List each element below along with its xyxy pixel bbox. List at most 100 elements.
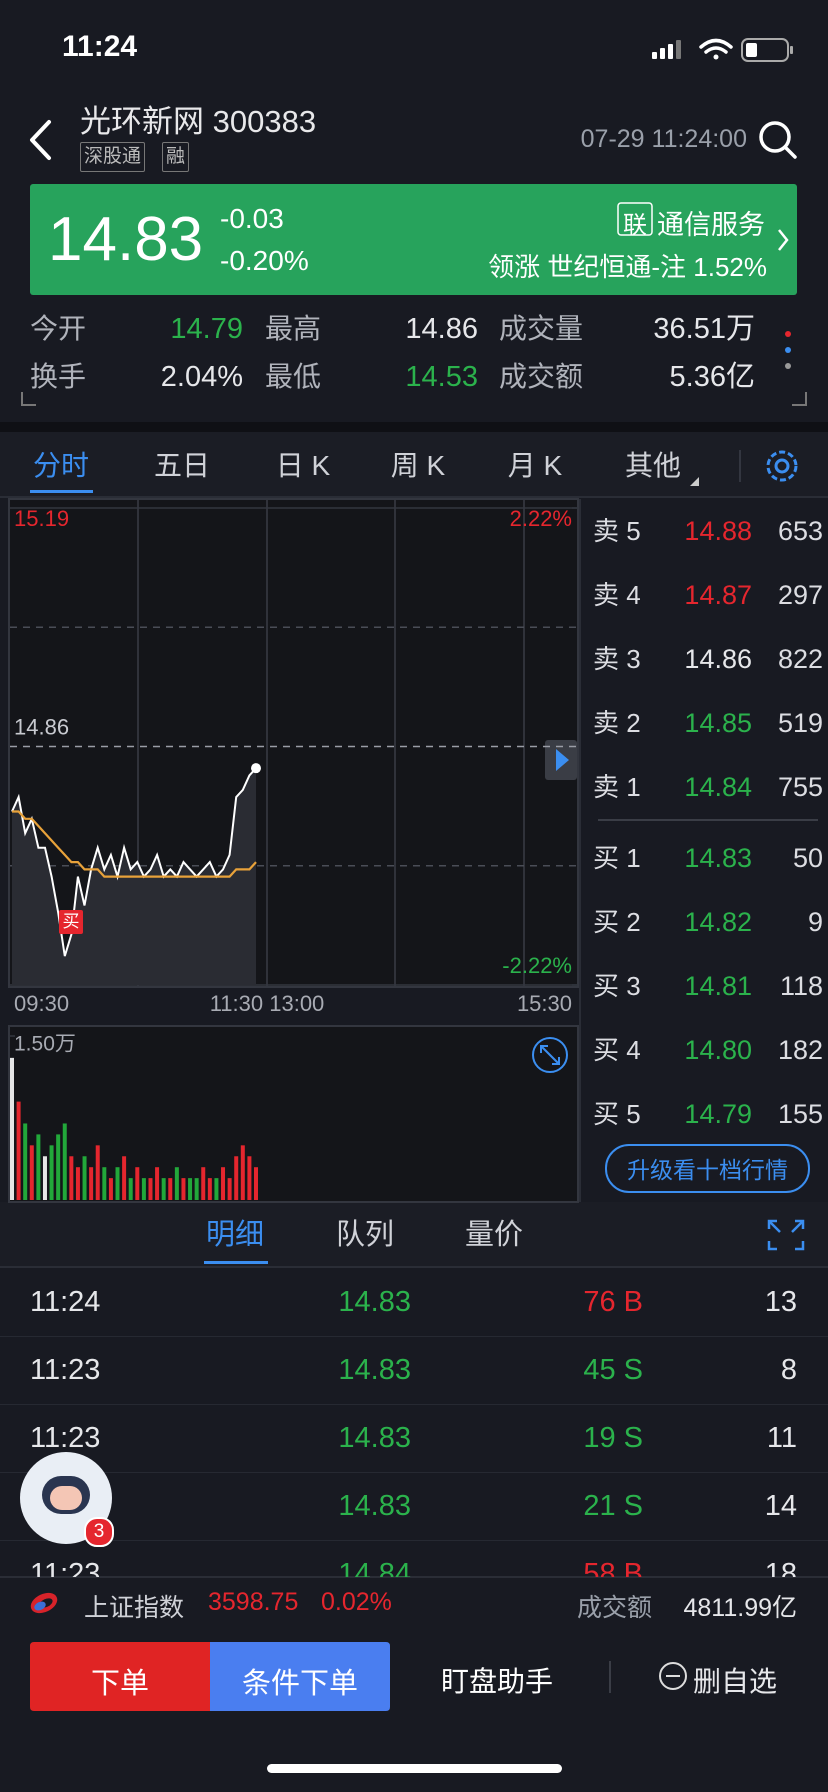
stat-value: 14.79: [170, 312, 243, 345]
volume-bar: [29, 1145, 34, 1200]
remove-watchlist-button[interactable]: 删自选: [693, 1666, 778, 1697]
trade-price: 14.83: [338, 1489, 411, 1522]
chart-tab[interactable]: 五日: [153, 450, 210, 481]
index-value: 3598.75: [208, 1588, 299, 1616]
menu-dot[interactable]: [785, 363, 791, 369]
volume-fullscreen-button[interactable]: [532, 1037, 568, 1073]
stat-label: 成交额: [499, 361, 584, 392]
stock-tag: 融: [162, 142, 190, 172]
volume-bar: [10, 1057, 14, 1200]
upgrade-button-frame[interactable]: [605, 1144, 810, 1193]
quote-arrow: [778, 229, 789, 251]
orderbook-price: 14.86: [684, 644, 752, 674]
volume-bar: [62, 1123, 67, 1200]
menu-dot[interactable]: [785, 331, 791, 337]
search-button[interactable]: [759, 121, 797, 159]
volume-bar: [16, 1101, 21, 1200]
dropdown-indicator: [690, 477, 699, 486]
trade-time: 11:23: [30, 1557, 101, 1578]
row-separator: [0, 1540, 828, 1541]
stock-tag: 深股通: [80, 142, 146, 172]
avatar-face: [50, 1486, 82, 1510]
quote-box[interactable]: [30, 184, 797, 295]
orderbook-price: 14.79: [684, 1099, 752, 1129]
orderbook-label: 买 5: [593, 1098, 641, 1129]
trade-price: 14.83: [338, 1285, 411, 1318]
upgrade-button[interactable]: 升级看十档行情: [627, 1157, 788, 1183]
trade-list: 11:24 14.83 76 B 13 11:23 14.83 45 S 8 11:23 14.8…: [0, 1268, 828, 1577]
row-separator: [0, 1336, 828, 1337]
detail-tab[interactable]: 明细: [205, 1218, 264, 1251]
orderbook-price: 14.80: [684, 1035, 752, 1065]
volume-bar: [161, 1178, 166, 1200]
volume-bar: [168, 1178, 173, 1200]
stat-label: 今开: [30, 313, 87, 344]
sector-tag-box: [617, 202, 653, 236]
orderbook-volume: 182: [777, 1035, 823, 1065]
assistant-badge: 3: [84, 1517, 114, 1547]
detail-tab[interactable]: 量价: [464, 1218, 523, 1251]
active-detail-indicator: [204, 1261, 268, 1264]
status-time: 11:24: [62, 30, 138, 63]
volume-bar: [128, 1178, 133, 1200]
volume-bar: [214, 1178, 219, 1200]
wifi-icon: [699, 38, 733, 60]
y-tick-label: 15.19: [14, 506, 69, 531]
y2-tick-label: 2.22%: [510, 506, 572, 531]
volume-bar: [135, 1167, 140, 1200]
trade-price: 14.84: [338, 1557, 411, 1578]
trade-count: 11: [766, 1421, 797, 1454]
stat-value: 14.86: [405, 312, 478, 345]
detail-tab[interactable]: 队列: [335, 1218, 394, 1251]
conditional-order-button[interactable]: [210, 1642, 390, 1711]
volume-bar: [188, 1178, 193, 1200]
back-button[interactable]: [30, 120, 51, 160]
remove-icon[interactable]: [659, 1662, 687, 1690]
volume-bar: [227, 1178, 232, 1200]
price-change: -0.03: [220, 203, 284, 234]
volume-bar: [240, 1145, 245, 1200]
price-line: [11, 767, 257, 957]
volume-bar: [36, 1134, 41, 1200]
stock-name: 光环新网 300383: [80, 104, 317, 139]
trade-price: 14.83: [338, 1421, 411, 1454]
trade-volume: 76 B: [583, 1285, 643, 1318]
menu-dot[interactable]: [785, 347, 791, 353]
sector-name[interactable]: 通信服务: [657, 210, 765, 240]
order-label[interactable]: 下单: [90, 1668, 149, 1700]
price-change-pct: -0.20%: [220, 245, 309, 276]
orderbook-label: 买 4: [593, 1034, 641, 1065]
volume-bar: [82, 1156, 87, 1200]
chart-tab[interactable]: 周 K: [390, 450, 446, 481]
last-price: 14.83: [48, 205, 204, 274]
turnover-value: 4811.99亿: [683, 1594, 797, 1622]
order-button[interactable]: [30, 1642, 210, 1711]
chart-tab[interactable]: 月 K: [507, 450, 563, 481]
volume-bar: [155, 1167, 160, 1200]
stat-value: 36.51万: [653, 312, 755, 345]
chart-tab[interactable]: 分时: [32, 450, 89, 481]
chart-settings-button[interactable]: [766, 450, 798, 482]
volume-bar: [234, 1156, 239, 1200]
volume-bar: [95, 1145, 100, 1200]
orderbook-label: 买 1: [593, 842, 641, 873]
trade-volume: 45 S: [583, 1353, 643, 1386]
orderbook-volume: 50: [792, 843, 823, 873]
detail-fullscreen-button[interactable]: [767, 1219, 805, 1251]
volume-bar: [89, 1167, 94, 1200]
expand-arrow: [556, 749, 569, 771]
stat-label: 最低: [265, 361, 322, 392]
orderbook-price: 14.88: [684, 516, 752, 546]
volume-tick-label: 1.50万: [14, 1033, 76, 1056]
trade-time: 11:24: [30, 1285, 101, 1318]
volume-bar: [56, 1134, 61, 1200]
chart-tab[interactable]: 其他: [624, 450, 681, 481]
index-name[interactable]: 上证指数: [84, 1594, 185, 1622]
chart-tab[interactable]: 日 K: [275, 450, 331, 481]
trade-count: 13: [764, 1285, 797, 1318]
conditional-order-label[interactable]: 条件下单: [241, 1668, 358, 1700]
watch-assistant-button[interactable]: 盯盘助手: [440, 1666, 553, 1697]
orderbook-volume: 519: [777, 708, 823, 738]
x-tick-label: 09:30: [14, 991, 69, 1016]
trade-price: 14.83: [338, 1353, 411, 1386]
